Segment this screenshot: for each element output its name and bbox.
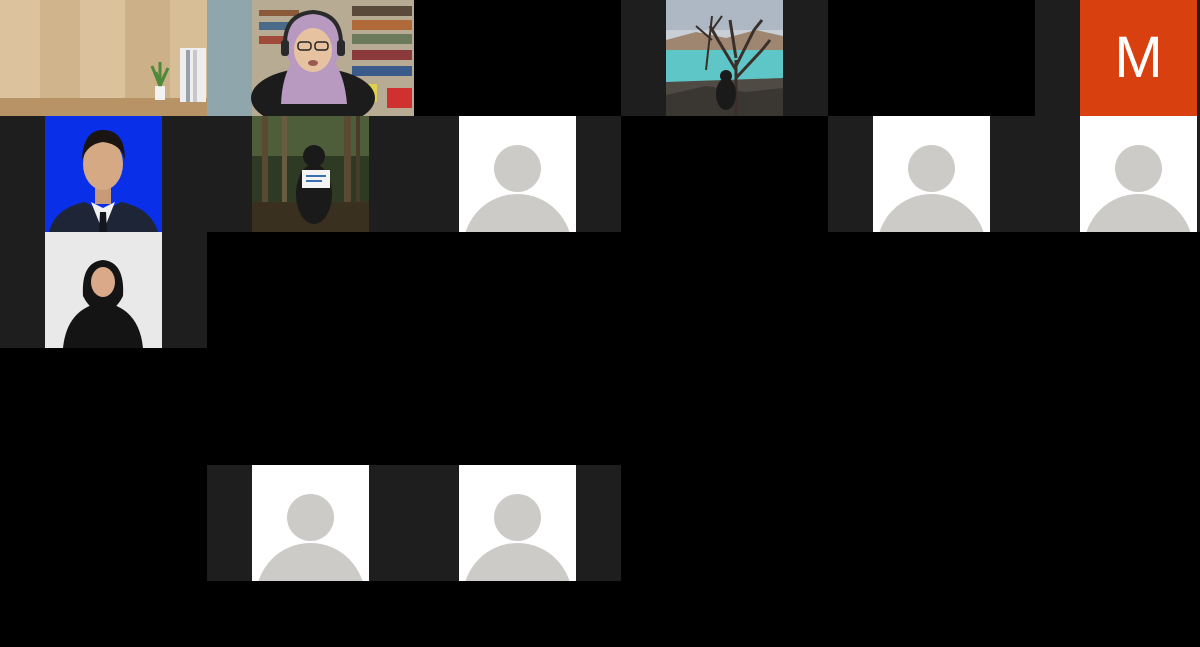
participant-tile-empty (414, 0, 621, 116)
participant-tile-initial[interactable]: M (1035, 0, 1200, 116)
participant-photo (45, 116, 162, 232)
participant-tile-blue-portrait[interactable] (0, 116, 207, 232)
avatar (252, 465, 369, 581)
participant-tile-presenter[interactable] (207, 0, 414, 116)
participant-tile-empty (621, 116, 828, 232)
participant-tile-empty (828, 0, 1035, 116)
avatar-head-icon (1115, 145, 1162, 192)
participant-video (0, 0, 207, 116)
participant-tile-crater[interactable] (621, 0, 828, 116)
avatar-body-icon (463, 543, 572, 581)
participant-tile-wood-room[interactable] (0, 0, 207, 116)
avatar-head-icon (287, 494, 334, 541)
avatar-body-icon (463, 194, 572, 232)
participant-photo (666, 0, 783, 116)
avatar (459, 116, 576, 232)
avatar (1080, 116, 1197, 232)
avatar-head-icon (494, 494, 541, 541)
avatar (873, 116, 990, 232)
avatar-body-icon (877, 194, 986, 232)
avatar-body-icon (1084, 194, 1193, 232)
participant-photo (45, 232, 162, 348)
participant-tile-avatar[interactable] (414, 116, 621, 232)
participant-tile-avatar[interactable] (828, 116, 1035, 232)
participant-initial-avatar: M (1080, 0, 1197, 116)
avatar-head-icon (908, 145, 955, 192)
avatar-head-icon (494, 145, 541, 192)
participant-video (207, 0, 414, 116)
participant-tile-forest[interactable] (207, 116, 414, 232)
participant-tile-white-portrait[interactable] (0, 232, 207, 348)
participant-photo (252, 116, 369, 232)
participant-tile-avatar[interactable] (1035, 116, 1200, 232)
avatar (459, 465, 576, 581)
participant-tile-avatar[interactable] (414, 465, 621, 581)
participant-tile-avatar[interactable] (207, 465, 414, 581)
avatar-body-icon (256, 543, 365, 581)
